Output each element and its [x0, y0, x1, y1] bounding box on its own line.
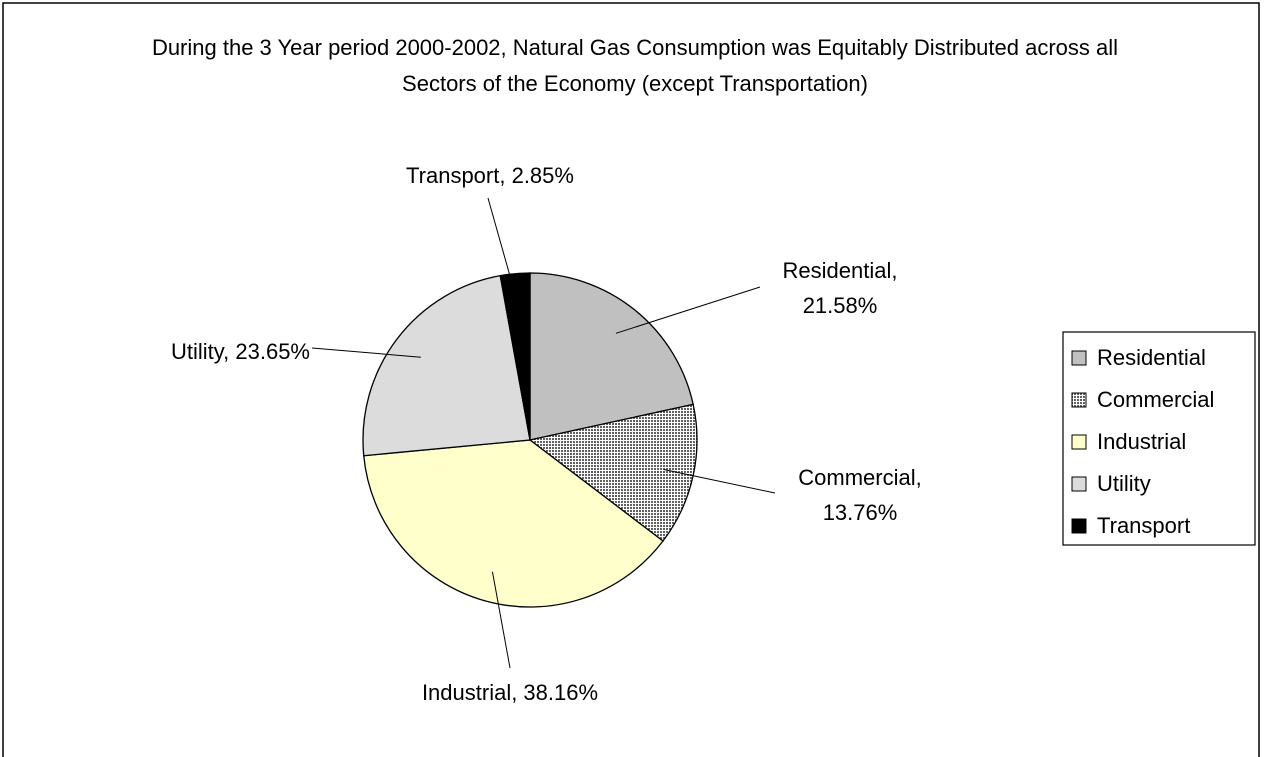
legend-swatch: [1071, 350, 1087, 366]
legend-label: Transport: [1097, 513, 1190, 538]
legend-swatch: [1071, 434, 1087, 450]
legend-box: [1062, 331, 1256, 546]
pie-slice: [363, 439, 664, 608]
leader-line: [663, 469, 776, 494]
legend-swatch: [1071, 392, 1087, 408]
legend-label: Residential: [1097, 345, 1206, 370]
legend-label: Commercial: [1097, 387, 1214, 412]
data-label: Residential, 21.58%: [782, 258, 898, 318]
pie-slice: [499, 272, 531, 441]
legend-label: Industrial: [1097, 429, 1186, 454]
legend-swatch: [1071, 518, 1087, 534]
chart-title: During the 3 Year period 2000-2002, Natu…: [151, 35, 1119, 96]
data-label: Transport, 2.85%: [406, 163, 574, 188]
leader-line: [311, 347, 421, 358]
leader-line: [487, 197, 519, 304]
legend-swatch: [1071, 476, 1087, 492]
data-label: Commercial, 13.76%: [798, 465, 922, 525]
leader-line: [491, 571, 511, 669]
pie-slice: [362, 274, 531, 457]
data-label: Industrial, 38.16%: [421, 680, 599, 705]
leader-line: [615, 286, 761, 334]
legend-label: Utility: [1097, 471, 1151, 496]
data-label: Utility, 23.65%: [171, 339, 310, 364]
pie-slice: [529, 272, 694, 441]
